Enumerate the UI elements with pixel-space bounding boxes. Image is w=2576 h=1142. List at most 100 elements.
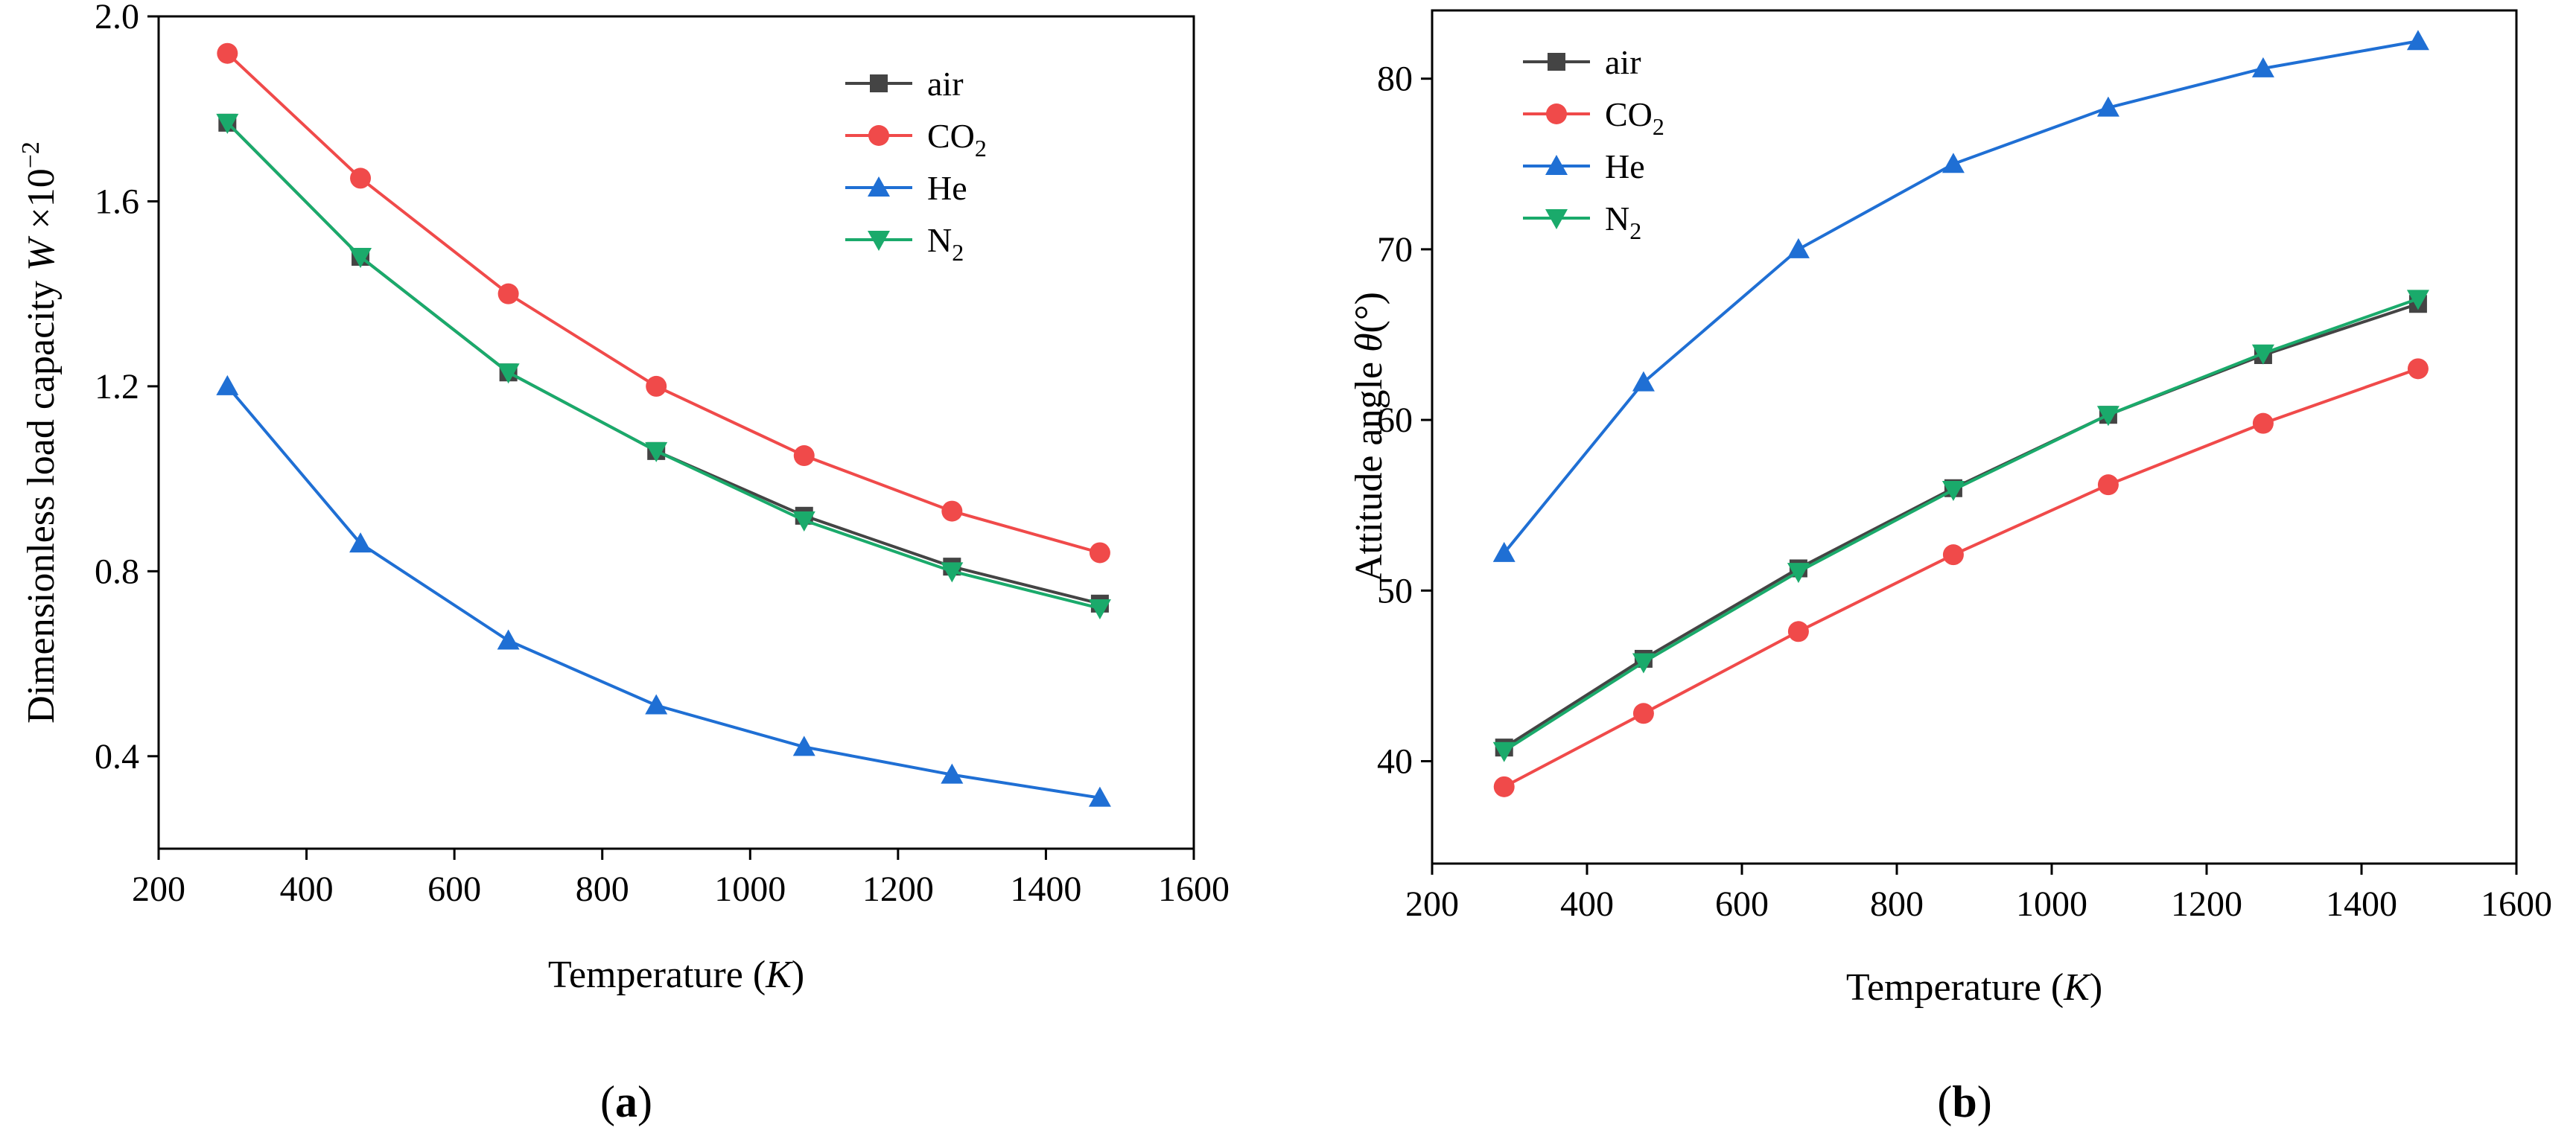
- y-tick-label: 2.0: [95, 0, 139, 36]
- plot-frame-a: [157, 15, 1195, 850]
- data-point-he: [497, 629, 520, 650]
- axis-ticks-b: 200 400 600 800 1000 1200 1400 1600 40 50 60 70 80: [1377, 60, 2552, 924]
- series-line-n2: [226, 121, 1101, 610]
- x-tick-label: 1200: [2171, 884, 2242, 924]
- data-point-he: [1632, 371, 1655, 392]
- data-point-he: [2406, 30, 2429, 51]
- legend-marker-air: [1548, 53, 1565, 71]
- data-point-n2: [1632, 653, 1655, 674]
- data-point-n2: [216, 113, 239, 134]
- x-tick-label: 200: [132, 870, 185, 909]
- data-point-he: [2096, 96, 2119, 117]
- data-point-he: [941, 763, 964, 784]
- data-point-co2: [1493, 776, 1515, 797]
- data-point-he: [2251, 57, 2274, 77]
- data-point-he: [645, 694, 668, 715]
- legend-item-he: He: [1523, 147, 1645, 185]
- data-point-n2: [2251, 344, 2274, 365]
- x-axis-title-a: Temperature (K): [548, 954, 804, 996]
- series-air: [1495, 295, 2427, 757]
- legend-label-n2: N2: [1605, 200, 1641, 244]
- x-tick-label: 1600: [2481, 884, 2552, 924]
- series-he: [1492, 30, 2429, 562]
- legend-marker-n2: [1545, 209, 1568, 229]
- legend-item-n2: N2: [845, 221, 964, 266]
- y-tick-label: 60: [1377, 401, 1413, 440]
- y-axis-title-b: Attitude angle θ(°): [1348, 292, 1390, 582]
- y-tick-label: 0.8: [95, 552, 139, 591]
- legend-b: air CO2 He N2: [1523, 43, 1664, 244]
- data-point-co2: [497, 283, 519, 304]
- x-tick-label: 1400: [2326, 884, 2397, 924]
- legend-label-co2: CO2: [1605, 95, 1664, 140]
- legend-label-co2: CO2: [927, 117, 987, 162]
- plot-frame-b: [1431, 9, 2518, 865]
- legend-marker-air: [870, 74, 888, 92]
- data-point-co2: [1942, 544, 1964, 566]
- data-point-co2: [941, 500, 963, 522]
- legend-item-he: He: [845, 169, 967, 207]
- data-point-he: [792, 736, 815, 756]
- data-point-co2: [2407, 358, 2429, 380]
- y-axis-title-a: Dimensionless load capacity W ×10−2: [17, 141, 63, 724]
- x-tick-label: 1000: [714, 870, 786, 909]
- legend-marker-co2: [1546, 103, 1567, 124]
- data-point-he: [349, 532, 372, 553]
- series-line-air: [226, 121, 1101, 605]
- legend-label-he: He: [1605, 147, 1645, 185]
- series-n2: [216, 113, 1111, 620]
- x-tick-label: 800: [1870, 884, 1924, 924]
- legend-label-he: He: [927, 169, 967, 207]
- x-tick-label: 1000: [2016, 884, 2087, 924]
- x-tick-label: 1400: [1010, 870, 1081, 909]
- series-line-co2: [1503, 367, 2419, 788]
- x-tick-label: 600: [1715, 884, 1769, 924]
- data-point-n2: [645, 441, 668, 462]
- legend-item-co2: CO2: [845, 117, 987, 162]
- data-point-he: [216, 374, 239, 395]
- data-point-n2: [941, 562, 964, 583]
- x-tick-label: 400: [1560, 884, 1614, 924]
- panel-label-b: (b): [1937, 1077, 1991, 1126]
- x-tick-label: 1200: [862, 870, 934, 909]
- data-point-co2: [1787, 621, 1809, 642]
- data-point-he: [1088, 786, 1111, 807]
- data-point-co2: [2097, 474, 2119, 496]
- legend-item-co2: CO2: [1523, 95, 1664, 140]
- data-point-n2: [1787, 563, 1810, 584]
- series-air: [218, 113, 1109, 613]
- series-group-b: [1492, 30, 2429, 797]
- data-point-co2: [2252, 412, 2274, 434]
- x-axis-title-b: Temperature (K): [1846, 966, 2102, 1009]
- series-n2: [1492, 290, 2429, 762]
- data-point-co2: [646, 375, 667, 397]
- x-tick-label: 600: [427, 870, 481, 909]
- legend-item-air: air: [845, 65, 964, 103]
- legend-a: air CO2 He N2: [845, 65, 987, 266]
- chart-panel-a: 200 400 600 800 1000 1200 1400 1600 0.4 0.8 1.2 1.6…: [17, 0, 1230, 1126]
- data-point-he: [1787, 237, 1810, 258]
- data-point-co2: [350, 168, 372, 189]
- series-co2: [1493, 358, 2429, 797]
- y-tick-label: 1.2: [95, 367, 139, 406]
- data-point-n2: [1088, 599, 1111, 620]
- y-tick-label: 70: [1377, 230, 1413, 269]
- data-point-he: [1941, 153, 1965, 173]
- legend-marker-n2: [868, 231, 890, 251]
- legend-label-n2: N2: [927, 221, 964, 266]
- data-point-n2: [497, 363, 520, 384]
- data-point-n2: [1492, 741, 1516, 762]
- legend-marker-co2: [868, 125, 889, 146]
- series-he: [216, 374, 1111, 807]
- legend-item-n2: N2: [1523, 200, 1641, 244]
- data-point-co2: [793, 445, 815, 467]
- y-tick-label: 50: [1377, 571, 1413, 610]
- x-tick-label: 1600: [1158, 870, 1230, 909]
- legend-label-air: air: [1605, 43, 1641, 81]
- x-tick-label: 800: [576, 870, 629, 909]
- legend-marker-he: [868, 176, 890, 197]
- series-group-a: [216, 42, 1111, 807]
- data-point-co2: [1632, 703, 1654, 724]
- series-co2: [217, 42, 1110, 564]
